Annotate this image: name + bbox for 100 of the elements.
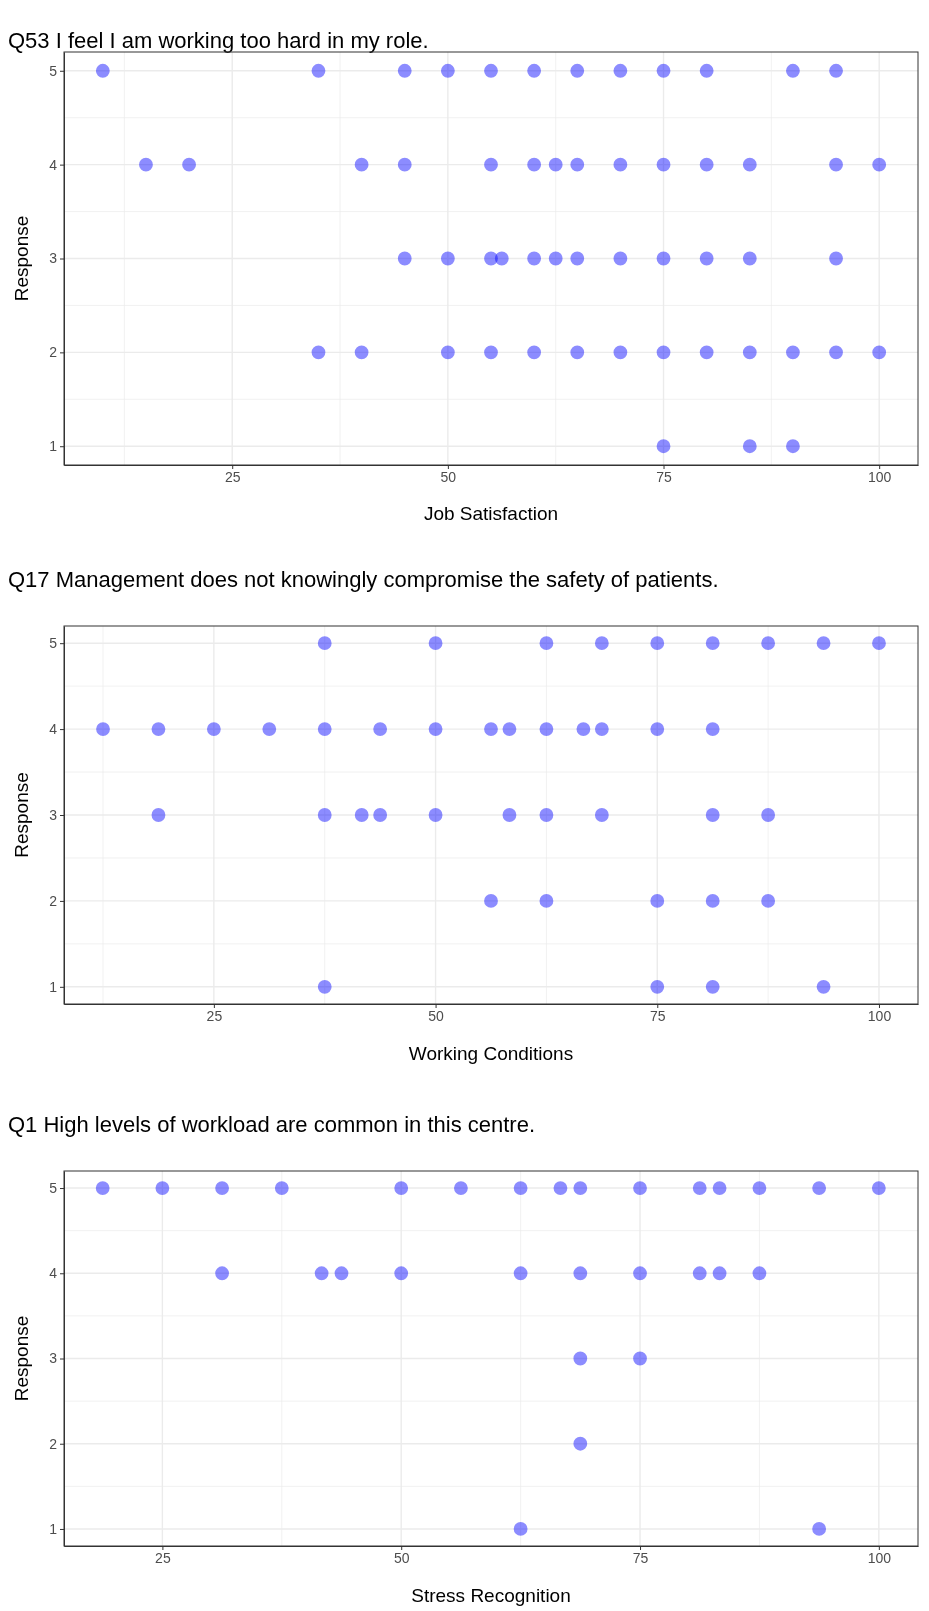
point <box>397 63 412 78</box>
point <box>262 722 277 736</box>
point <box>527 157 542 172</box>
point <box>656 63 671 78</box>
point <box>742 439 757 454</box>
point <box>573 1181 588 1195</box>
point <box>274 1181 289 1195</box>
point <box>692 1181 707 1195</box>
chart-title: Q17 Management does not knowingly compromise the safety of patients. <box>8 567 719 592</box>
y-tick-label: 2 <box>49 892 58 909</box>
point <box>440 345 455 360</box>
point <box>829 251 843 266</box>
point <box>151 722 166 736</box>
point <box>440 251 455 266</box>
point <box>513 1266 528 1281</box>
y-tick-label: 3 <box>49 250 58 267</box>
point <box>656 345 671 360</box>
point <box>742 345 757 360</box>
point <box>871 1181 886 1195</box>
point <box>699 345 714 360</box>
y-tick-label: 2 <box>49 344 58 361</box>
x-tick-label: 50 <box>440 468 457 485</box>
point <box>548 251 563 266</box>
point <box>354 157 369 172</box>
point <box>570 63 585 78</box>
point <box>570 251 585 266</box>
point <box>594 808 609 822</box>
chart-title: Q1 High levels of workload are common in this centre. <box>8 1112 536 1137</box>
point <box>692 1266 707 1281</box>
point <box>215 1266 230 1281</box>
point <box>761 636 776 651</box>
point <box>502 722 517 736</box>
y-tick-label: 3 <box>49 806 58 823</box>
point <box>829 63 843 78</box>
point <box>570 157 585 172</box>
point <box>484 345 498 360</box>
point <box>829 345 843 360</box>
point <box>816 979 831 994</box>
point <box>428 636 443 651</box>
point <box>354 345 369 360</box>
y-tick-label: 4 <box>49 1265 58 1282</box>
point <box>705 636 720 651</box>
y-tick-label: 5 <box>49 1180 58 1197</box>
x-tick-label: 75 <box>649 1007 666 1024</box>
point <box>317 722 332 736</box>
point <box>656 157 671 172</box>
point <box>553 1181 568 1195</box>
y-tick-label: 1 <box>49 438 58 455</box>
point <box>812 1522 827 1536</box>
point <box>484 63 498 78</box>
point <box>454 1181 468 1195</box>
y-tick-label: 3 <box>49 1350 58 1367</box>
point <box>151 808 166 822</box>
point <box>484 722 498 736</box>
point <box>613 251 628 266</box>
point <box>752 1266 767 1281</box>
point <box>705 808 720 822</box>
x-tick-label: 50 <box>428 1007 445 1024</box>
x-tick-label: 25 <box>206 1007 223 1024</box>
point <box>394 1181 409 1195</box>
point <box>786 345 800 360</box>
point <box>484 157 498 172</box>
point <box>594 722 609 736</box>
point <box>705 722 720 736</box>
point <box>613 157 628 172</box>
point <box>311 63 326 78</box>
point <box>155 1181 170 1195</box>
point <box>650 979 665 994</box>
point <box>548 157 563 172</box>
point <box>656 251 671 266</box>
point <box>705 894 720 908</box>
point <box>95 1181 110 1195</box>
x-tick-label: 50 <box>393 1549 410 1566</box>
point <box>440 63 455 78</box>
point <box>613 63 628 78</box>
point <box>573 1266 588 1281</box>
point <box>317 808 332 822</box>
point <box>484 894 498 908</box>
point <box>705 979 720 994</box>
point <box>573 1436 588 1451</box>
x-axis-title: Working Conditions <box>408 1043 574 1064</box>
point <box>613 345 628 360</box>
point <box>373 722 388 736</box>
point <box>812 1181 827 1195</box>
chart-title: Q53 I feel I am working too hard in my role. <box>8 28 429 53</box>
point <box>527 345 542 360</box>
y-tick-label: 5 <box>49 62 58 79</box>
point <box>699 251 714 266</box>
point <box>215 1181 230 1195</box>
point <box>394 1266 409 1281</box>
point <box>650 894 665 908</box>
point <box>656 439 671 454</box>
point <box>513 1522 528 1536</box>
x-tick-label: 100 <box>868 468 892 485</box>
point <box>334 1266 349 1281</box>
point <box>314 1266 329 1281</box>
point <box>206 722 221 736</box>
point <box>527 251 542 266</box>
point <box>786 439 800 454</box>
point <box>354 808 369 822</box>
